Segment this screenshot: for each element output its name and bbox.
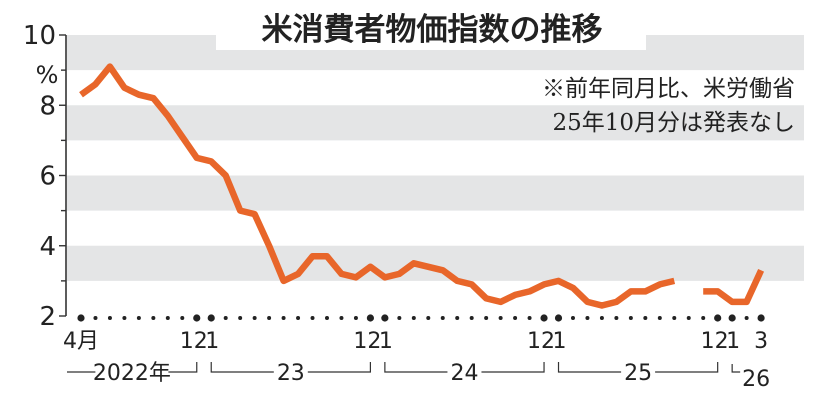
cpi-line (79, 63, 765, 309)
month-dot (672, 316, 677, 320)
month-dot (614, 316, 619, 320)
x-axis-month-dots (77, 314, 765, 322)
month-dot (310, 316, 315, 320)
month-dot (426, 316, 431, 320)
month-dot (728, 314, 736, 322)
year-label: 23 (277, 361, 305, 386)
x-tick-label: 12 (180, 329, 208, 354)
y-tick-label: 4 (39, 232, 56, 262)
month-dot (540, 314, 548, 322)
grid-band (67, 245, 804, 281)
month-dot (296, 316, 301, 320)
month-dot (628, 316, 633, 320)
year-bracket (168, 362, 198, 373)
month-dot (484, 316, 489, 320)
x-tick-label: 12 (527, 329, 555, 354)
month-dot (366, 314, 374, 322)
month-dot (223, 316, 228, 320)
month-dot (193, 314, 201, 322)
year-label: 25 (624, 361, 652, 386)
year-bracket (731, 364, 741, 373)
month-dot (122, 316, 127, 320)
note-backdrop-1 (482, 74, 804, 100)
month-dot (381, 314, 389, 322)
year-labels: 2022年 23 24 25 26 (67, 361, 770, 392)
title-backdrop (216, 6, 646, 50)
month-dot (527, 316, 532, 320)
year-label: 2022年 (93, 361, 171, 386)
x-tick-label: 3 (754, 329, 768, 354)
year-bracket (210, 362, 274, 373)
month-dot (513, 316, 518, 320)
month-dot (77, 314, 85, 322)
x-tick-label: 1 (205, 329, 219, 354)
x-tick-label: 4月 (63, 329, 99, 354)
month-dot (440, 316, 445, 320)
year-bracket (384, 362, 448, 373)
month-dot (151, 316, 156, 320)
y-unit-label: % (36, 61, 59, 89)
year-bracket (655, 362, 719, 373)
y-tick-label: 6 (39, 162, 56, 192)
grid-bands (67, 35, 804, 281)
month-dot (455, 316, 460, 320)
month-dot (469, 316, 474, 320)
month-dot (281, 316, 286, 320)
month-dot (397, 316, 402, 320)
month-dot (252, 316, 257, 320)
x-tick-label: 1 (553, 329, 567, 354)
month-dot (267, 316, 272, 320)
x-axis-labels: 4月 121 121 121 121 3 (63, 329, 768, 354)
month-dot (93, 316, 98, 320)
month-dot (498, 316, 503, 320)
month-dot (714, 314, 722, 322)
year-bracket (481, 362, 545, 373)
cpi-line-segment (79, 63, 676, 309)
y-tick-label: 8 (39, 91, 56, 121)
cpi-line-segment (703, 268, 765, 306)
month-dot (701, 316, 706, 320)
x-tick-label: 1 (379, 329, 393, 354)
month-dot (165, 316, 170, 320)
month-dot (339, 316, 344, 320)
year-bracket (557, 362, 622, 373)
month-dot (411, 316, 416, 320)
month-dot (107, 316, 112, 320)
y-tick-label: 10 (23, 21, 56, 51)
month-dot (744, 316, 749, 320)
month-dot (686, 316, 691, 320)
month-dot (599, 316, 604, 320)
note-source: ※前年同月比、米労働省 (542, 76, 795, 102)
grid-band (67, 175, 804, 211)
month-dot (657, 316, 662, 320)
year-bracket (307, 362, 371, 373)
month-dot (180, 316, 185, 320)
year-label: 24 (450, 361, 478, 386)
month-dot (585, 316, 590, 320)
month-dot (570, 316, 575, 320)
month-dot (554, 314, 563, 322)
month-dot (238, 316, 243, 320)
month-dot (353, 316, 358, 320)
year-label: 26 (742, 367, 770, 392)
month-dot (207, 314, 215, 322)
month-dot (643, 316, 648, 320)
month-dot (136, 316, 141, 320)
month-dot (757, 314, 765, 322)
x-tick-label: 1 (726, 329, 740, 354)
y-tick-label: 2 (39, 302, 56, 332)
y-axis: 2 4 6 8 10 (23, 21, 67, 332)
note-missing-data: 25年10月分は発表なし (552, 110, 795, 136)
month-dot (324, 316, 329, 320)
grid-band (67, 105, 804, 141)
chart-title: 米消費者物価指数の推移 (262, 12, 603, 48)
x-tick-label: 12 (353, 329, 381, 354)
x-tick-label: 12 (701, 329, 729, 354)
